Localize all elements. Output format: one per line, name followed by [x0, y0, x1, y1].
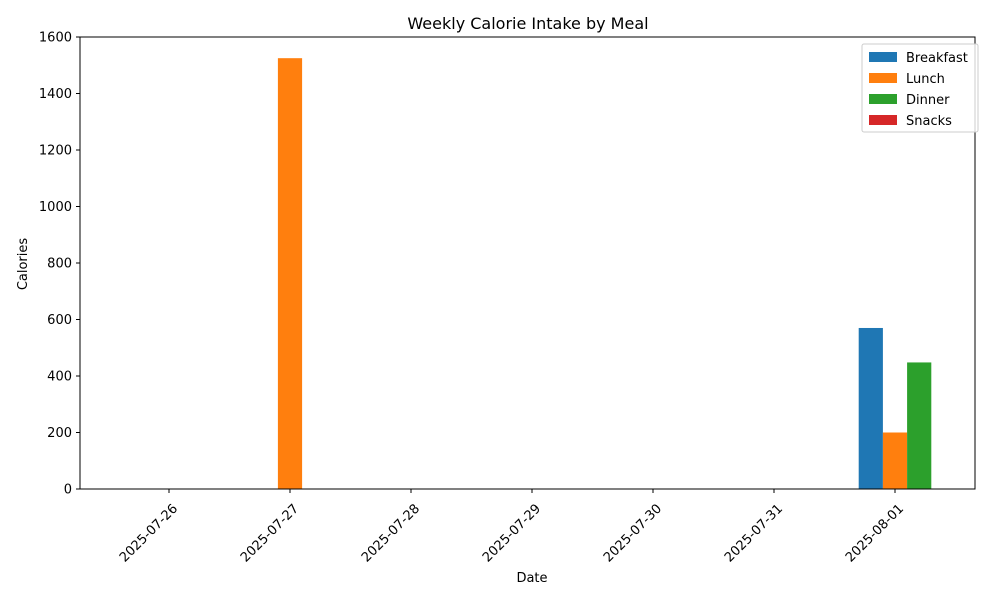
x-tick-label: 2025-07-27 [238, 501, 302, 565]
bar-lunch-2025-08-01 [882, 432, 908, 489]
x-ticks-group: 2025-07-26 2025-07-27 2025-07-28 2025-07-29… [117, 489, 907, 565]
legend-swatch-lunch [869, 73, 897, 83]
y-tick-label: 200 [47, 426, 72, 441]
y-tick-label: 1600 [39, 31, 72, 46]
x-tick-label: 2025-07-31 [722, 501, 786, 565]
x-tick-label: 2025-08-01 [843, 501, 907, 565]
legend-label-lunch: Lunch [906, 72, 945, 87]
bar-breakfast-2025-08-01 [858, 327, 883, 489]
legend-label-dinner: Dinner [906, 93, 950, 108]
legend-swatch-breakfast [869, 52, 897, 62]
legend-label-snacks: Snacks [906, 114, 952, 129]
chart-title: Weekly Calorie Intake by Meal [407, 14, 648, 33]
bar-dinner-2025-08-01 [907, 362, 932, 489]
legend-label-breakfast: Breakfast [906, 51, 968, 66]
y-tick-label: 1000 [39, 200, 72, 215]
y-tick-label: 0 [64, 483, 72, 498]
bar-lunch-2025-07-27 [277, 58, 303, 489]
x-tick-label: 2025-07-30 [601, 501, 665, 565]
x-tick-label: 2025-07-29 [480, 501, 544, 565]
y-tick-label: 1400 [39, 87, 72, 102]
x-axis-label: Date [516, 571, 547, 586]
y-axis-label: Calories [16, 238, 31, 291]
legend-swatch-dinner [869, 94, 897, 104]
y-tick-label: 800 [47, 257, 72, 272]
y-tick-label: 600 [47, 313, 72, 328]
legend: Breakfast Lunch Dinner Snacks [861, 43, 979, 133]
y-tick-label: 1200 [39, 144, 72, 159]
legend-box [861, 43, 979, 133]
x-tick-label: 2025-07-26 [117, 501, 181, 565]
legend-swatch-snacks [869, 115, 897, 125]
y-tick-label: 400 [47, 370, 72, 385]
bars-group [277, 58, 932, 489]
y-ticks-group: 0 200 400 600 800 1000 1200 1400 1600 [39, 31, 80, 498]
plot-frame [79, 36, 976, 490]
x-tick-label: 2025-07-28 [359, 501, 423, 565]
